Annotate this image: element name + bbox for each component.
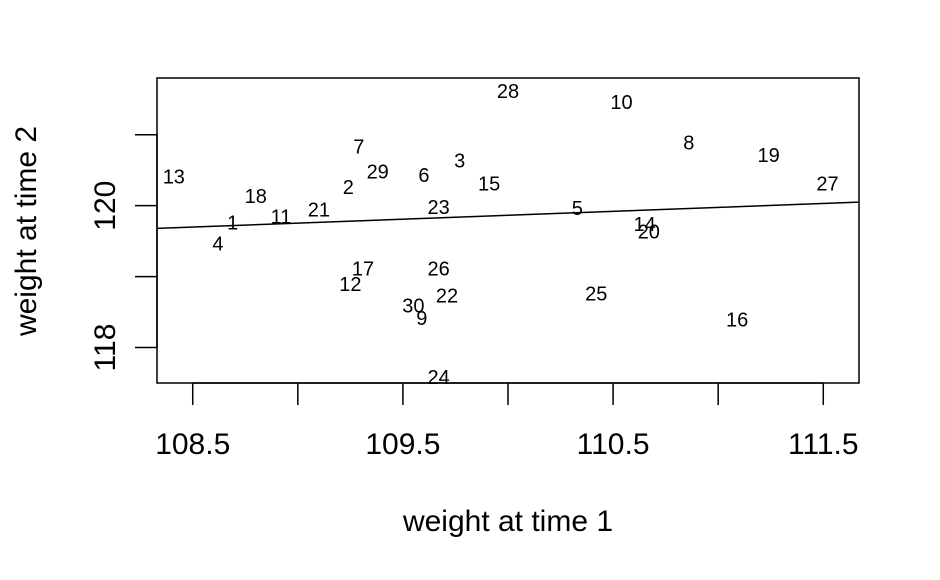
point-label: 13 — [163, 166, 185, 188]
point-label: 28 — [497, 81, 519, 103]
point-label: 9 — [416, 308, 427, 330]
y-tick-label: 118 — [89, 324, 122, 372]
x-axis: 108.5 109.5 110.5 111.5 — [155, 382, 859, 461]
point-label: 7 — [353, 137, 364, 159]
point-label: 21 — [308, 200, 330, 222]
point-label: 6 — [418, 165, 429, 187]
point-label: 14 — [633, 214, 655, 236]
point-label: 17 — [352, 259, 374, 281]
point-label: 19 — [757, 145, 779, 167]
point-label: 16 — [726, 310, 748, 332]
x-tick-label: 108.5 — [155, 428, 230, 461]
point-label: 12 — [339, 274, 361, 296]
y-axis: 118 120 — [89, 133, 158, 372]
plot-frame — [156, 77, 860, 384]
point-label: 25 — [585, 283, 607, 305]
point-label: 20 — [638, 222, 660, 244]
fit-line-group — [156, 201, 860, 230]
point-label: 24 — [428, 367, 450, 389]
x-tick-label: 110.5 — [577, 428, 650, 461]
x-tick-label: 109.5 — [365, 428, 440, 461]
y-tick-label: 120 — [89, 181, 122, 231]
fit-line — [156, 201, 860, 230]
point-label: 10 — [610, 92, 632, 114]
point-label: 23 — [428, 197, 450, 219]
point-label: 27 — [816, 173, 838, 195]
y-axis-title: weight at time 2 — [10, 126, 43, 337]
point-label: 11 — [271, 207, 292, 229]
point-label: 1 — [227, 212, 238, 234]
point-label: 26 — [428, 259, 450, 281]
point-label: 3 — [454, 151, 465, 173]
point-label: 30 — [402, 295, 424, 317]
point-label: 8 — [683, 132, 694, 154]
point-label: 29 — [367, 161, 389, 183]
x-axis-title: weight at time 1 — [402, 505, 613, 538]
point-label: 15 — [478, 173, 500, 195]
x-tick-label: 111.5 — [788, 428, 859, 461]
point-label: 2 — [343, 177, 354, 199]
point-label: 22 — [436, 285, 458, 307]
point-label: 4 — [212, 234, 223, 256]
point-label: 18 — [245, 186, 267, 208]
point-label: 5 — [572, 198, 583, 220]
